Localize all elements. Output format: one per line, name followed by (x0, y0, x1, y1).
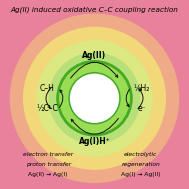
Text: Ag(I) → Ag(II): Ag(I) → Ag(II) (121, 172, 160, 177)
Circle shape (24, 27, 165, 169)
Text: Ag(II): Ag(II) (82, 51, 107, 60)
Text: proton transfer: proton transfer (26, 162, 71, 167)
Text: Ag(I)H⁺: Ag(I)H⁺ (79, 137, 110, 146)
Text: Ag(II) → Ag(I): Ag(II) → Ag(I) (29, 172, 68, 177)
Text: ½C–C: ½C–C (36, 104, 58, 113)
Circle shape (49, 53, 140, 144)
FancyArrowPatch shape (59, 90, 63, 108)
Text: regeneration: regeneration (121, 162, 160, 167)
FancyArrowPatch shape (138, 89, 143, 109)
Circle shape (37, 41, 152, 156)
Text: electrolytic: electrolytic (124, 152, 157, 157)
Circle shape (58, 61, 131, 135)
Circle shape (58, 61, 131, 135)
FancyArrowPatch shape (71, 62, 118, 78)
Text: electron transfer: electron transfer (23, 152, 73, 157)
FancyArrowPatch shape (71, 118, 118, 134)
FancyArrowPatch shape (126, 89, 130, 107)
FancyArrowPatch shape (46, 88, 51, 108)
Text: ½H₂: ½H₂ (134, 84, 150, 93)
Text: C–H: C–H (40, 84, 55, 93)
Text: e⁻: e⁻ (137, 104, 146, 113)
Text: Ag(II) induced oxidative C–C coupling reaction: Ag(II) induced oxidative C–C coupling re… (11, 7, 178, 13)
Circle shape (69, 73, 120, 124)
Circle shape (10, 14, 179, 182)
